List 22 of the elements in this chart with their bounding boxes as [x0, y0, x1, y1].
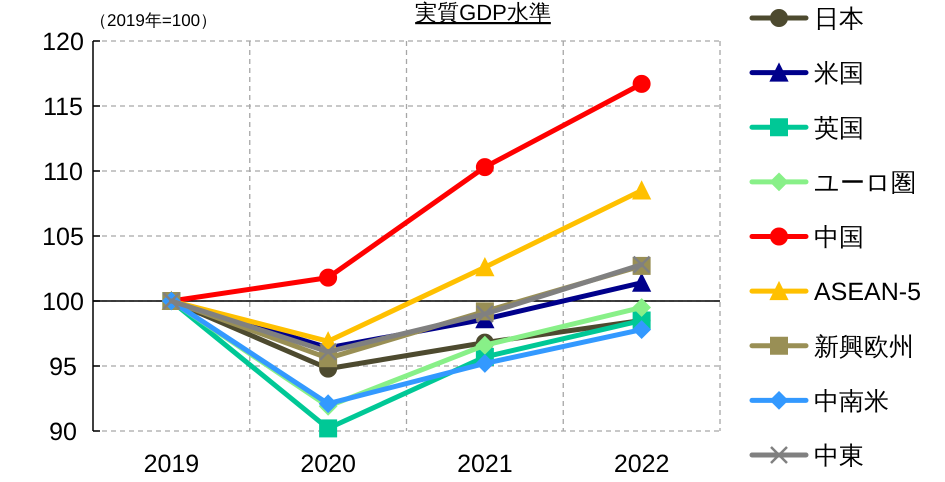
- y-tick-label: 100: [42, 288, 84, 316]
- chart-title: 実質GDP水準: [415, 0, 551, 25]
- y-tick-label: 120: [42, 28, 84, 56]
- y-tick-label: 95: [49, 353, 77, 381]
- legend-label: ASEAN-5: [814, 278, 921, 306]
- x-tick-label: 2022: [614, 450, 670, 478]
- legend-label: 中国: [814, 224, 864, 252]
- text: （2019年=100）: [90, 11, 218, 30]
- y-tick-label: 110: [43, 158, 83, 186]
- y-tick-label: 90: [49, 418, 77, 446]
- legend-label: 新興欧州: [814, 332, 914, 361]
- legend-label: ユーロ圏: [814, 168, 916, 197]
- legend-label: 日本: [814, 5, 864, 33]
- legend-label: 中東: [814, 442, 864, 470]
- x-tick-label: 2021: [457, 450, 513, 478]
- x-tick-label: 2020: [300, 450, 356, 478]
- y-tick-label: 105: [42, 223, 84, 251]
- legend-label: 米国: [814, 60, 864, 88]
- legend-label: 中南米: [814, 387, 889, 416]
- y-tick-label: 115: [43, 93, 83, 121]
- x-tick-label: 2019: [144, 450, 200, 478]
- legend-label: 英国: [814, 114, 864, 142]
